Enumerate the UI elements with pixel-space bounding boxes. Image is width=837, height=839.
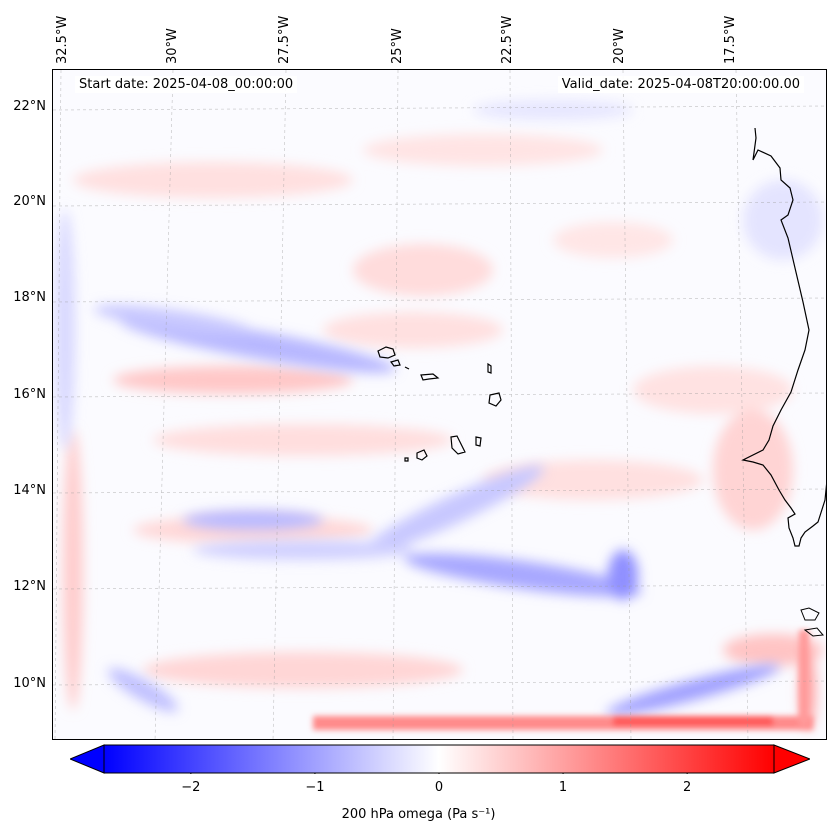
longitude-label: 22.5°W: [500, 15, 515, 64]
graticule: [53, 70, 826, 739]
island-brava: [404, 457, 409, 462]
colorbar-title: 200 hPa omega (Pa s⁻¹): [341, 807, 496, 822]
coastline-islands-south: [800, 607, 825, 637]
valid-date-label: Valid_date: 2025-04-08T20:00:00.00: [557, 76, 804, 93]
colorbar: [70, 744, 810, 774]
longitude-label: 17.5°W: [723, 15, 738, 64]
colorbar-min-extension: [70, 744, 105, 774]
island-santa-luzia: [404, 366, 410, 370]
latitude-label: 14°N: [13, 483, 46, 498]
island-sal: [487, 362, 492, 374]
latitude-label: 12°N: [13, 579, 46, 594]
longitude-label: 27.5°W: [277, 15, 292, 64]
island-santiago: [450, 435, 466, 455]
island-sao-vicente: [389, 359, 401, 367]
longitude-label: 32.5°W: [55, 15, 70, 64]
latitude-label: 22°N: [13, 99, 46, 114]
colorbar-tick-label: −2: [181, 780, 201, 795]
latitude-label: 16°N: [13, 387, 46, 402]
colorbar-tick-label: 0: [434, 780, 444, 795]
latitude-label: 18°N: [13, 290, 46, 305]
colorbar-tick-label: 2: [683, 780, 692, 795]
island-santo-antao: [377, 346, 396, 359]
colorbar-tick-label: 1: [558, 780, 568, 795]
longitude-label: 25°W: [390, 28, 405, 64]
longitude-label: 20°W: [612, 28, 627, 64]
longitude-label: 30°W: [165, 28, 180, 64]
island-maio: [475, 436, 482, 447]
african-coastline: [741, 127, 826, 547]
start-date-label: Start date: 2025-04-08_00:00:00: [75, 76, 298, 93]
latitude-label: 10°N: [13, 676, 46, 691]
colorbar-tick-marks: [190, 773, 688, 774]
island-fogo: [416, 449, 428, 461]
cape-verde-islands: [377, 346, 502, 462]
island-boa-vista: [488, 392, 502, 407]
colorbar-tick-label: −1: [305, 780, 325, 795]
omega-field-map: [53, 70, 826, 739]
colorbar-gradient: [103, 744, 775, 774]
boundary-positive-strip: [313, 630, 813, 730]
island-sao-nicolau: [420, 373, 440, 381]
negative-omega-areas: [55, 100, 823, 716]
map-frame: [52, 69, 827, 740]
colorbar-max-extension: [773, 744, 810, 774]
latitude-label: 20°N: [13, 194, 46, 209]
